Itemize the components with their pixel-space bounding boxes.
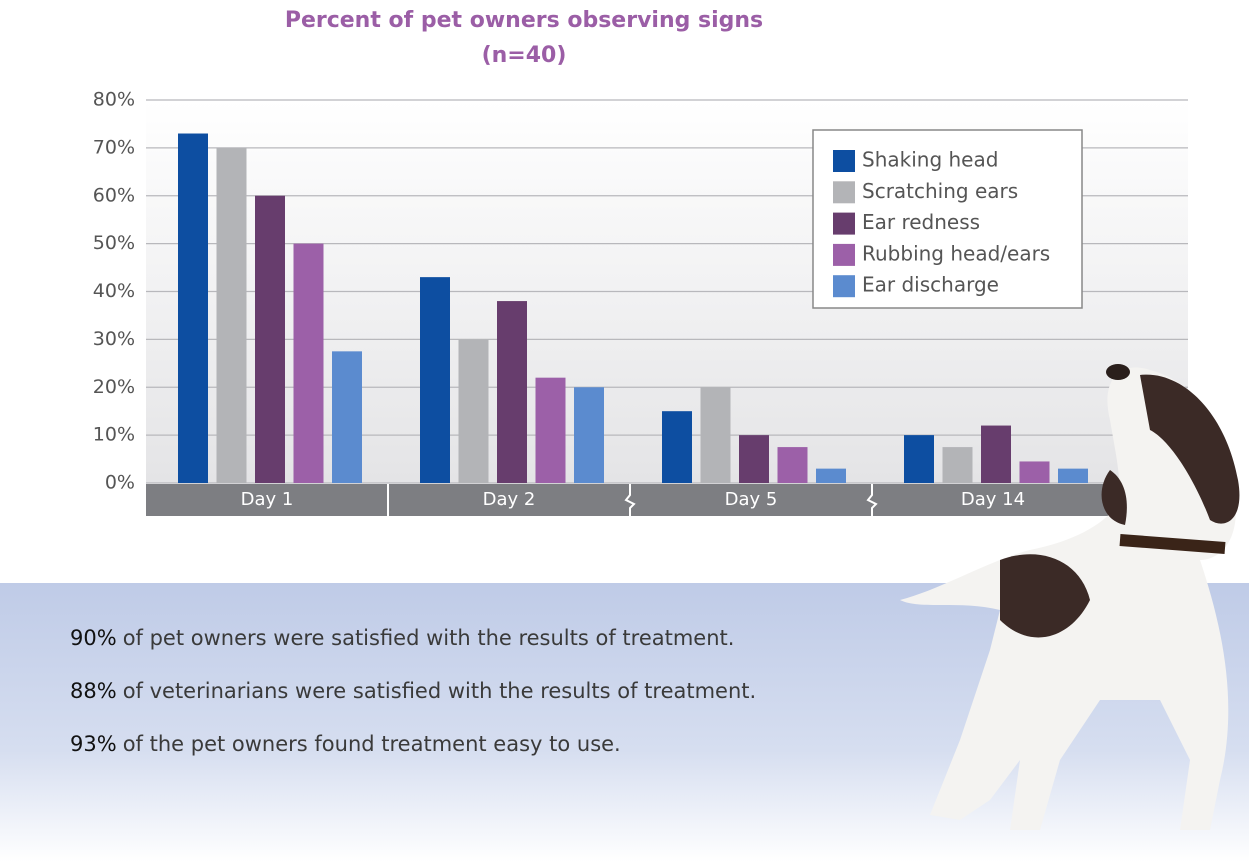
note-highlight: 88% [70,679,117,703]
y-tick-label: 30% [93,328,135,350]
bar [1019,461,1050,483]
note-highlight: 93% [70,732,117,756]
x-tick-label: Day 14 [961,489,1025,510]
legend-swatch [833,275,855,298]
bar [739,435,769,483]
bar [458,339,489,483]
bar [700,387,731,483]
dog-illustration [900,364,1240,830]
bar [178,133,208,483]
legend-label: Shaking head [862,148,998,172]
note: 93% of the pet owners found treatment eas… [70,734,756,755]
bar [574,387,604,483]
chart-subtitle: (n=40) [482,43,567,68]
bar [816,468,846,483]
bar [662,411,692,483]
bar [420,277,450,483]
y-tick-label: 0% [105,472,135,494]
legend-swatch [833,181,855,204]
axis-break [866,484,878,516]
bar [777,447,808,483]
chart-title: Percent of pet owners observing signs [285,8,763,33]
bar [535,377,566,483]
legend-label: Scratching ears [862,179,1018,203]
note-text: of the pet owners found treatment easy t… [122,732,621,756]
legend-label: Ear redness [862,210,980,234]
y-tick-label: 40% [93,280,135,302]
legend-label: Rubbing head/ears [862,241,1050,265]
note: 90% of pet owners were satisfied with the… [70,628,756,649]
legend-label: Ear discharge [862,273,999,297]
bar [981,425,1011,483]
legend-box [812,129,1083,309]
x-tick-label: Day 1 [241,489,294,510]
legend-swatch [833,150,855,172]
axis-break [624,484,636,516]
bar [216,147,247,483]
y-tick-label: 80% [93,89,135,111]
y-tick-label: 60% [93,184,135,206]
bar [497,301,527,483]
y-tick-label: 70% [93,136,135,158]
bar [1058,468,1088,483]
x-tick-label: Day 2 [483,489,536,510]
legend-swatch [833,212,855,235]
note-text: of pet owners were satisfied with the re… [122,626,735,650]
bar [904,435,934,483]
note: 88% of veterinarians were satisfied with … [70,681,756,702]
category-band [146,484,1188,516]
x-tick-label: Day 5 [725,489,778,510]
bar [942,447,973,483]
y-tick-label: 20% [93,376,135,398]
y-tick-label: 50% [93,232,135,254]
note-text: of veterinarians were satisfied with the… [122,679,757,703]
y-tick-label: 10% [93,424,135,446]
notes: 90% of pet owners were satisfied with the… [70,628,756,787]
bar [332,351,362,483]
bar [255,195,285,483]
bar [293,243,324,483]
note-highlight: 90% [70,626,117,650]
legend-swatch [833,243,855,266]
